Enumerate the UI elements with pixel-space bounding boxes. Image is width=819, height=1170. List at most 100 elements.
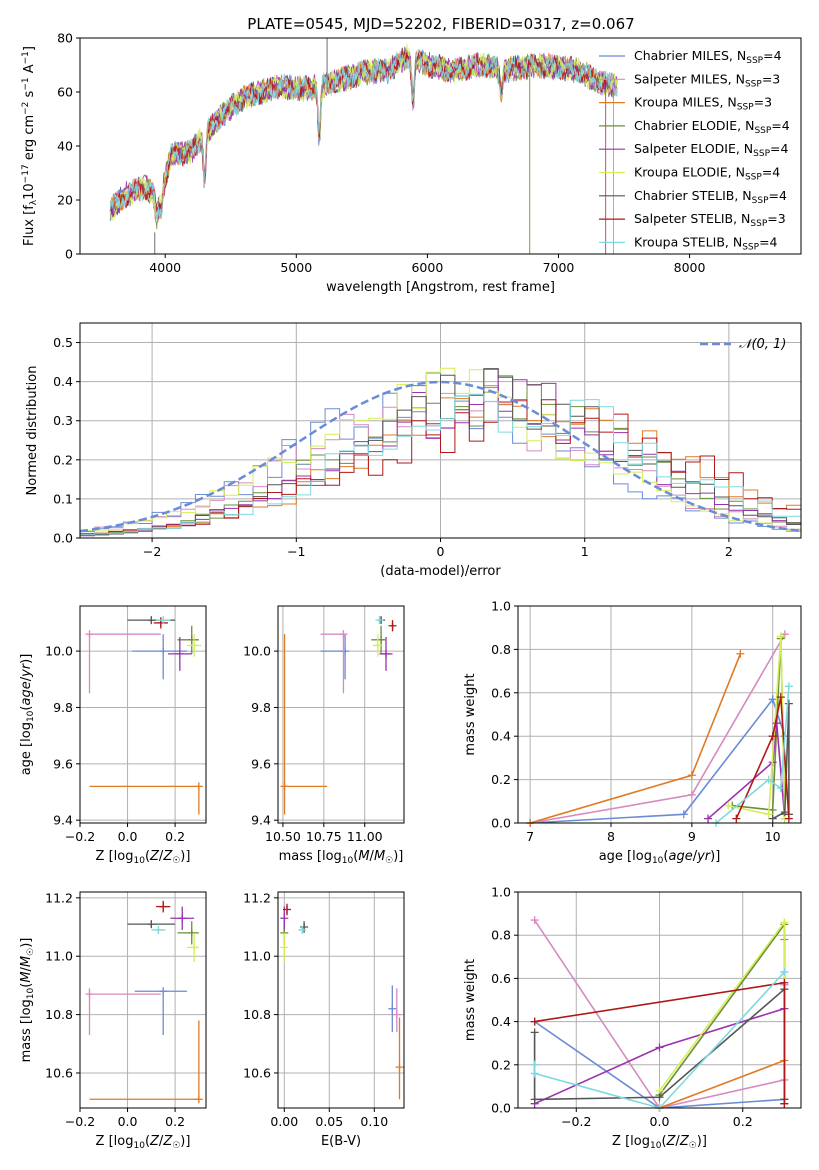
x-axis-label: age [log10(age/yr)] <box>599 849 721 866</box>
weight-point <box>655 1093 664 1102</box>
weight-point <box>655 1043 664 1052</box>
point-salpeter-stelib <box>388 621 397 630</box>
y-tick-label: 0.0 <box>53 531 73 546</box>
y-tick-label: 9.8 <box>53 700 73 715</box>
spectrum-panel: 4000 5000 6000 7000 8000 0 20 40 60 80 Chabrier MI… <box>21 31 802 295</box>
weight-line-chabrier-elodie <box>658 921 786 1100</box>
weight-point <box>764 810 773 819</box>
y-tick-label: 0.1 <box>53 491 73 506</box>
point-chabrier-stelib <box>147 616 156 625</box>
y-tick-label: 0.0 <box>491 816 511 831</box>
weight-point <box>530 916 539 925</box>
point-kroupa-elodie <box>373 641 382 650</box>
weight-point <box>530 1060 539 1069</box>
point-chabrier-stelib <box>147 920 156 929</box>
x-tick-label: 0.10 <box>360 1114 388 1129</box>
point-kroupa-elodie <box>190 943 199 952</box>
weight-point <box>530 1017 539 1026</box>
spectrum-legend: Chabrier MILES, NSSP=4 Salpeter MILES, NS… <box>599 48 790 252</box>
weight-point <box>732 814 741 823</box>
y-tick-label: 9.4 <box>53 813 73 828</box>
y-tick-label: 9.4 <box>251 813 271 828</box>
x-axis-label: wavelength [Angstrom, rest frame] <box>326 280 555 295</box>
y-tick-label: 80 <box>57 31 73 46</box>
point-kroupa-miles <box>280 782 289 791</box>
point-salpeter-stelib <box>283 905 291 914</box>
legend-label: Chabrier ELODIE, NSSP=4 <box>634 118 790 136</box>
x-axis-label: mass [log10(M/M☉)] <box>279 849 404 866</box>
point-kroupa-elodie <box>280 943 289 952</box>
y-tick-label: 0.8 <box>491 928 511 943</box>
y-tick-label: 0.3 <box>53 413 73 428</box>
y-tick-label: 0 <box>65 247 73 262</box>
axes-frame <box>277 605 405 824</box>
point-kroupa-elodie <box>190 641 199 650</box>
y-tick-label: 0.6 <box>491 971 511 986</box>
y-tick-label: 0.5 <box>53 335 73 350</box>
y-tick-label: 10.8 <box>243 1007 271 1022</box>
x-tick-label: 0.00 <box>270 1114 298 1129</box>
weight-point <box>776 632 785 641</box>
weight-vs-age-panel: 7 8 9 10 0.0 0.2 0.4 0.6 0.8 1.0 age [log10(age/yr… <box>463 599 802 866</box>
x-tick-label: 6000 <box>411 260 443 275</box>
x-axis-label: Z [log10(Z/Z☉)] <box>96 849 191 866</box>
spectrum-line-kroupa-stelib <box>109 48 618 222</box>
weight-point <box>780 1099 789 1108</box>
weight-point <box>768 695 777 704</box>
weight-line-kroupa-miles <box>529 653 742 824</box>
x-tick-label: 0.0 <box>118 1114 138 1129</box>
legend-label: Kroupa MILES, NSSP=3 <box>634 95 772 113</box>
weight-point <box>687 790 696 799</box>
y-tick-label: 9.8 <box>251 700 271 715</box>
weight-point <box>768 814 777 823</box>
age-vs-mass-panel: 10.50 10.75 11.00 9.4 9.6 9.8 10.0 mass [log10(… <box>243 605 405 866</box>
x-tick-label: 0.0 <box>650 1114 670 1129</box>
y-tick-label: 0.0 <box>491 1101 511 1116</box>
x-tick-label: 0 <box>437 544 445 559</box>
weight-line-kroupa-stelib <box>715 686 790 824</box>
axes-frame <box>277 891 405 1109</box>
x-tick-label: 7000 <box>543 260 575 275</box>
mass-vs-ebv-panel: 0.00 0.05 0.10 10.6 10.8 11.0 11.2 E(B-V) <box>243 890 405 1149</box>
x-tick-label: 10.50 <box>265 829 301 844</box>
legend-label: Salpeter MILES, NSSP=3 <box>634 71 780 89</box>
x-tick-label: 1 <box>581 544 589 559</box>
x-tick-label: 8 <box>607 829 615 844</box>
y-tick-label: 0.2 <box>53 452 73 467</box>
weight-point <box>784 699 793 708</box>
x-tick-label: 0.0 <box>118 829 138 844</box>
y-tick-label: 1.0 <box>491 885 511 900</box>
x-tick-label: 10.75 <box>306 829 342 844</box>
weight-point <box>784 682 793 691</box>
point-chabrier-miles <box>388 1004 397 1013</box>
axes-frame <box>79 322 802 539</box>
y-tick-label: 60 <box>57 85 73 100</box>
histogram-salpeter-elodie <box>80 368 801 537</box>
point-salpeter-miles <box>85 990 94 999</box>
point-kroupa-miles <box>194 782 203 791</box>
y-tick-label: 0.2 <box>491 1057 511 1072</box>
point-salpeter-miles <box>392 1010 401 1019</box>
weight-point <box>704 814 713 823</box>
weight-point <box>687 771 696 780</box>
weight-point <box>530 1095 539 1104</box>
weight-point <box>736 649 745 658</box>
x-tick-label: −2 <box>143 544 161 559</box>
histogram-salpeter-stelib <box>80 399 801 535</box>
point-chabrier-miles <box>159 987 168 996</box>
weight-point <box>530 1028 539 1037</box>
y-axis-label: mass [log10(M/M☉)] <box>19 938 36 1063</box>
x-axis-label: Z [log10(Z/Z☉)] <box>612 1134 707 1151</box>
x-tick-label: 0.2 <box>733 1114 753 1129</box>
age-vs-Z-panel: −0.2 0.0 0.2 9.4 9.6 9.8 10.0 Z [log10(Z/Z☉)] ag… <box>19 605 207 866</box>
x-axis-label: E(B-V) <box>321 1134 361 1149</box>
point-kroupa-stelib <box>159 616 168 625</box>
y-tick-label: 0.6 <box>491 685 511 700</box>
x-axis-label: (data-model)/error <box>380 564 501 579</box>
weight-point <box>679 810 688 819</box>
x-tick-label: −0.2 <box>65 1114 95 1129</box>
axes-frame <box>79 37 802 255</box>
legend-label: Salpeter STELIB, NSSP=3 <box>634 211 786 229</box>
axes-frame <box>517 605 802 824</box>
